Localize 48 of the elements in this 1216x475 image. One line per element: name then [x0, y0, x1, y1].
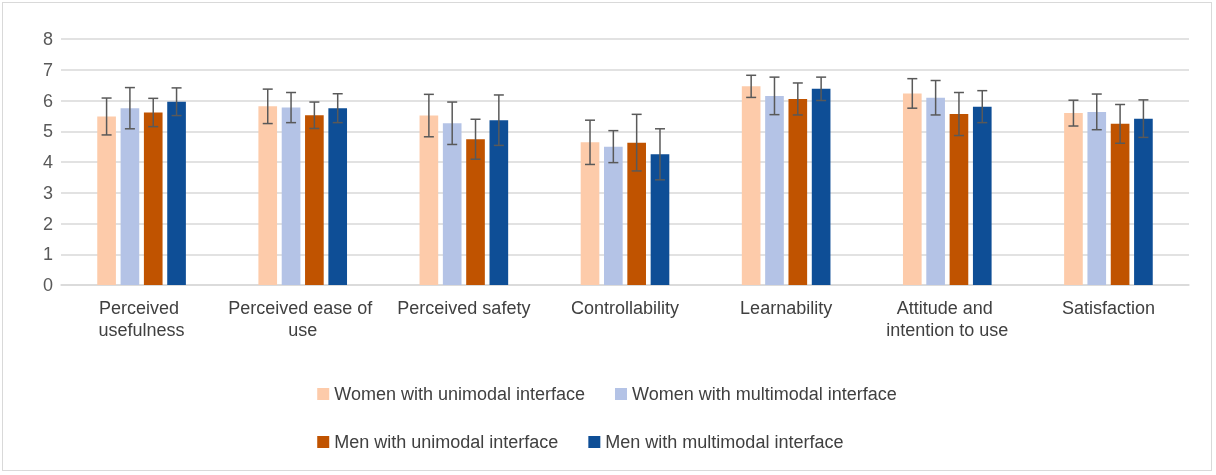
bar	[281, 107, 301, 285]
bar	[604, 146, 623, 285]
y-tick-label: 8	[42, 29, 53, 49]
y-tick-label: 2	[42, 213, 53, 234]
bar	[926, 97, 945, 285]
y-tick-label: 0	[42, 275, 53, 295]
x-tick-label: Perceived usefulness	[98, 298, 185, 340]
y-tick-label: 5	[42, 121, 53, 142]
bar	[305, 115, 324, 285]
y-tick-label: 3	[42, 182, 53, 203]
x-tick-label: Attitude and intention to use	[886, 298, 1009, 340]
bar	[741, 86, 761, 285]
y-tick-label: 1	[42, 244, 53, 265]
x-tick-label: Controllability	[570, 298, 680, 318]
x-tick-label: Learnability	[740, 298, 833, 318]
y-tick-label: 6	[42, 90, 53, 111]
legend-label: Men with multimodal interface	[605, 432, 844, 452]
y-tick-label: 4	[42, 152, 53, 172]
bar	[442, 123, 462, 285]
bar	[1110, 123, 1130, 285]
legend-label: Men with unimodal interface	[334, 432, 559, 452]
legend-label: Women with multimodal interface	[632, 384, 897, 404]
bar	[97, 116, 116, 285]
bar	[902, 93, 922, 285]
bar	[466, 139, 485, 285]
bar	[580, 142, 600, 285]
bar	[489, 120, 509, 285]
bar	[258, 106, 278, 285]
bar	[788, 98, 808, 285]
bar	[627, 142, 646, 285]
bar	[1087, 111, 1107, 285]
bar	[328, 108, 348, 285]
x-tick-label: Perceived ease of use	[228, 298, 378, 340]
bar	[1134, 118, 1153, 285]
bar	[972, 106, 992, 285]
legend-label: Women with unimodal interface	[334, 384, 586, 404]
x-tick-label: Perceived safety	[397, 298, 531, 318]
bar	[120, 108, 140, 285]
y-tick-label: 7	[42, 59, 53, 80]
bar	[650, 154, 670, 285]
bar	[419, 115, 439, 285]
x-tick-label: Satisfaction	[1061, 298, 1155, 318]
bar	[1064, 113, 1083, 285]
bar	[811, 88, 831, 285]
bar	[143, 112, 163, 285]
bar	[765, 95, 784, 285]
bar	[949, 114, 969, 285]
bar	[167, 101, 186, 285]
